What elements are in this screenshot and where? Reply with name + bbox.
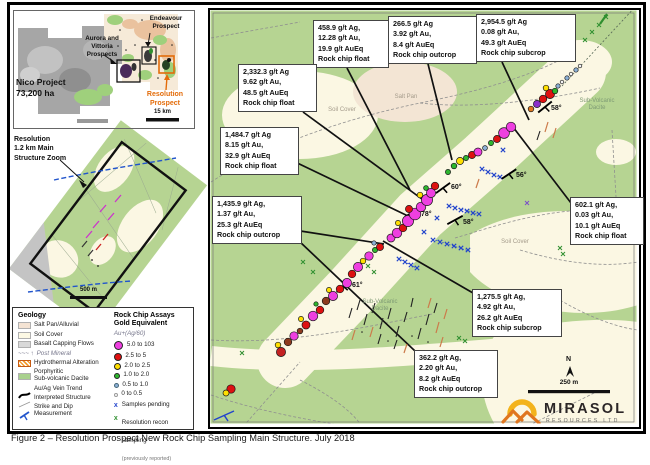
legend-box: Geology Salt Pan/Alluvial Soil Cover Bas… (12, 307, 194, 462)
zoom-scale-label: 500 m (79, 287, 97, 293)
callout-1484: 1,484.7 g/t Ag 8.15 g/t Au, 32.9 g/t AuE… (220, 127, 299, 175)
area-label-dacite-1: Sub-Volcanic Dacite (579, 98, 615, 112)
interpreted-structure-icon (18, 395, 31, 408)
dip-label-56: 56° (516, 172, 527, 179)
vein-trend-icon (18, 386, 31, 399)
aurora-vittoria-label: Aurora and Vittoria Prospects (85, 35, 119, 58)
soil-cover-swatch (18, 331, 31, 339)
basalt-label: Basalt Capping Flows (34, 340, 94, 348)
assay-dot-05 (113, 382, 119, 388)
assay-class-4: 0.5 to 1.0 (122, 380, 149, 388)
map-scale-label: 250 m (559, 379, 579, 386)
assay-class-3: 1.0 to 2.0 (123, 371, 150, 379)
dip-label-60: 60° (451, 184, 462, 191)
mirasol-logo-subtitle: RESOURCES LTD (546, 418, 620, 424)
assay-dot-0 (113, 392, 118, 397)
nico-scale-label: 15 km (153, 109, 171, 115)
callout-458: 458.9 g/t Ag, 12.28 g/t Au, 19.9 g/t AuE… (313, 20, 389, 68)
samples-pending-icon: x (113, 401, 118, 409)
strike-dip-label: Strike and Dip Measurement (34, 403, 73, 418)
interpreted-structure-label: Interpreted Structure (34, 393, 91, 401)
callout-2332: 2,332.3 g/t Ag 9.62 g/t Au, 48.5 g/t AuE… (238, 64, 317, 112)
dip-label-58-top: 58° (551, 105, 562, 112)
callout-1275: 1,275.5 g/t Ag, 4.92 g/t Au, 26.2 g/t Au… (472, 289, 562, 337)
area-label-soil-cover-2: Soil Cover (501, 239, 529, 245)
hydrothermal-label: Hydrothermal Alteration (34, 358, 99, 366)
post-mineral-icon: ~~~ ↑ (18, 349, 34, 357)
assay-class-1: 2.5 to 5 (125, 352, 147, 360)
basalt-swatch (18, 341, 31, 349)
recon-sampling-note: (previously reported) (121, 456, 172, 463)
vein-trend-label: Au/Ag Vein Trend (34, 384, 83, 392)
callout-2954: 2,954.5 g/t Ag 0.08 g/t Au, 49.3 g/t AuE… (476, 14, 576, 62)
soil-cover-label: Soil Cover (34, 330, 63, 338)
callout-362: 362.2 g/t Ag, 2.20 g/t Au, 8.2 g/t AuEq … (414, 350, 498, 398)
nico-title: Nico Project (16, 77, 66, 87)
callout-1435: 1,435.9 g/t Ag, 1.37 g/t Au, 25.3 g/t Au… (212, 196, 302, 244)
figure-caption: Figure 2 – Resolution Prospect New Rock … (11, 433, 355, 443)
legend-geology-title: Geology (18, 312, 47, 319)
nico-area: 73,200 ha (16, 88, 55, 98)
legend-assays-formula: Au+(Ag/60) (113, 329, 146, 337)
legend-assays-title: Rock Chip Assays Gold Equivalent (113, 312, 175, 328)
area-label-soil-cover-1: Soil Cover (328, 107, 356, 113)
assay-dot-10 (113, 372, 120, 379)
figure-page: { "figure_caption": "Figure 2 – Resoluti… (7, 2, 646, 463)
callout-602: 602.1 g/t Ag, 0.03 g/t Au, 10.1 g/t AuEq… (570, 197, 644, 245)
dacite-swatch (18, 372, 31, 380)
dip-label-61: 61° (352, 282, 363, 289)
recon-sampling-icon: x (113, 415, 118, 423)
zoom-inset-label: Resolution 1.2 km Main Structure Zoom (14, 136, 67, 162)
assay-dot-5 (113, 340, 124, 351)
post-mineral-label: Post Mineral (36, 349, 72, 357)
assay-class-0: 5.0 to 103 (126, 341, 155, 348)
figure-border (7, 2, 646, 434)
samples-pending-label: Samples pending (121, 401, 170, 409)
assay-dot-20 (113, 363, 121, 370)
dacite-label: Porphyritic Sub-volcanic Dacite (34, 368, 89, 383)
assay-class-2: 2.0 to 2.5 (124, 362, 151, 370)
dip-label-78: 78° (421, 211, 432, 218)
resolution-prospect-label: Resolution Prospect (146, 91, 184, 108)
north-label: N (566, 356, 572, 363)
salt-pan-swatch (18, 322, 31, 330)
strike-dip-icon (18, 408, 31, 421)
callout-266: 266.5 g/t Ag 3.92 g/t Au, 8.4 g/t AuEq R… (388, 16, 477, 64)
area-label-salt-pan: Salt Pan (394, 94, 418, 100)
endeavour-prospect-label: Endeavour Prospect (149, 15, 183, 30)
recon-sampling-label: Resolution recon sampling (121, 419, 169, 445)
assay-class-5: 0 to 0.5 (121, 390, 143, 398)
hydrothermal-swatch (18, 359, 31, 367)
dip-label-58-mid: 58° (463, 219, 474, 226)
area-label-dacite-2: Sub-Volcanic Dacite (362, 299, 398, 313)
mirasol-logo-title: MIRASOL (544, 401, 627, 417)
assay-dot-25 (113, 352, 122, 361)
salt-pan-label: Salt Pan/Alluvial (34, 321, 79, 329)
